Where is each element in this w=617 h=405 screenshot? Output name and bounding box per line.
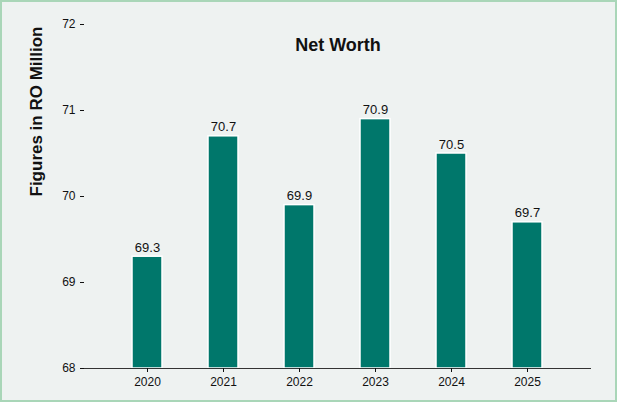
svg-text:2023: 2023	[362, 375, 389, 389]
svg-text:2020: 2020	[134, 375, 161, 389]
svg-text:69: 69	[62, 275, 76, 289]
svg-text:Net Worth: Net Worth	[295, 35, 381, 55]
svg-text:70.7: 70.7	[211, 119, 236, 134]
svg-text:69.9: 69.9	[287, 188, 312, 203]
svg-text:71: 71	[62, 103, 76, 117]
svg-text:68: 68	[62, 361, 76, 375]
svg-text:70.5: 70.5	[439, 137, 464, 152]
svg-text:2022: 2022	[286, 375, 313, 389]
svg-text:2021: 2021	[210, 375, 237, 389]
svg-text:69.3: 69.3	[135, 240, 160, 255]
svg-text:70: 70	[62, 189, 76, 203]
svg-text:Figures in RO Million: Figures in RO Million	[27, 27, 46, 197]
svg-text:69.7: 69.7	[515, 205, 540, 220]
svg-text:2025: 2025	[514, 375, 541, 389]
svg-text:72: 72	[62, 17, 76, 31]
svg-text:70.9: 70.9	[363, 102, 388, 117]
svg-text:2024: 2024	[438, 375, 465, 389]
